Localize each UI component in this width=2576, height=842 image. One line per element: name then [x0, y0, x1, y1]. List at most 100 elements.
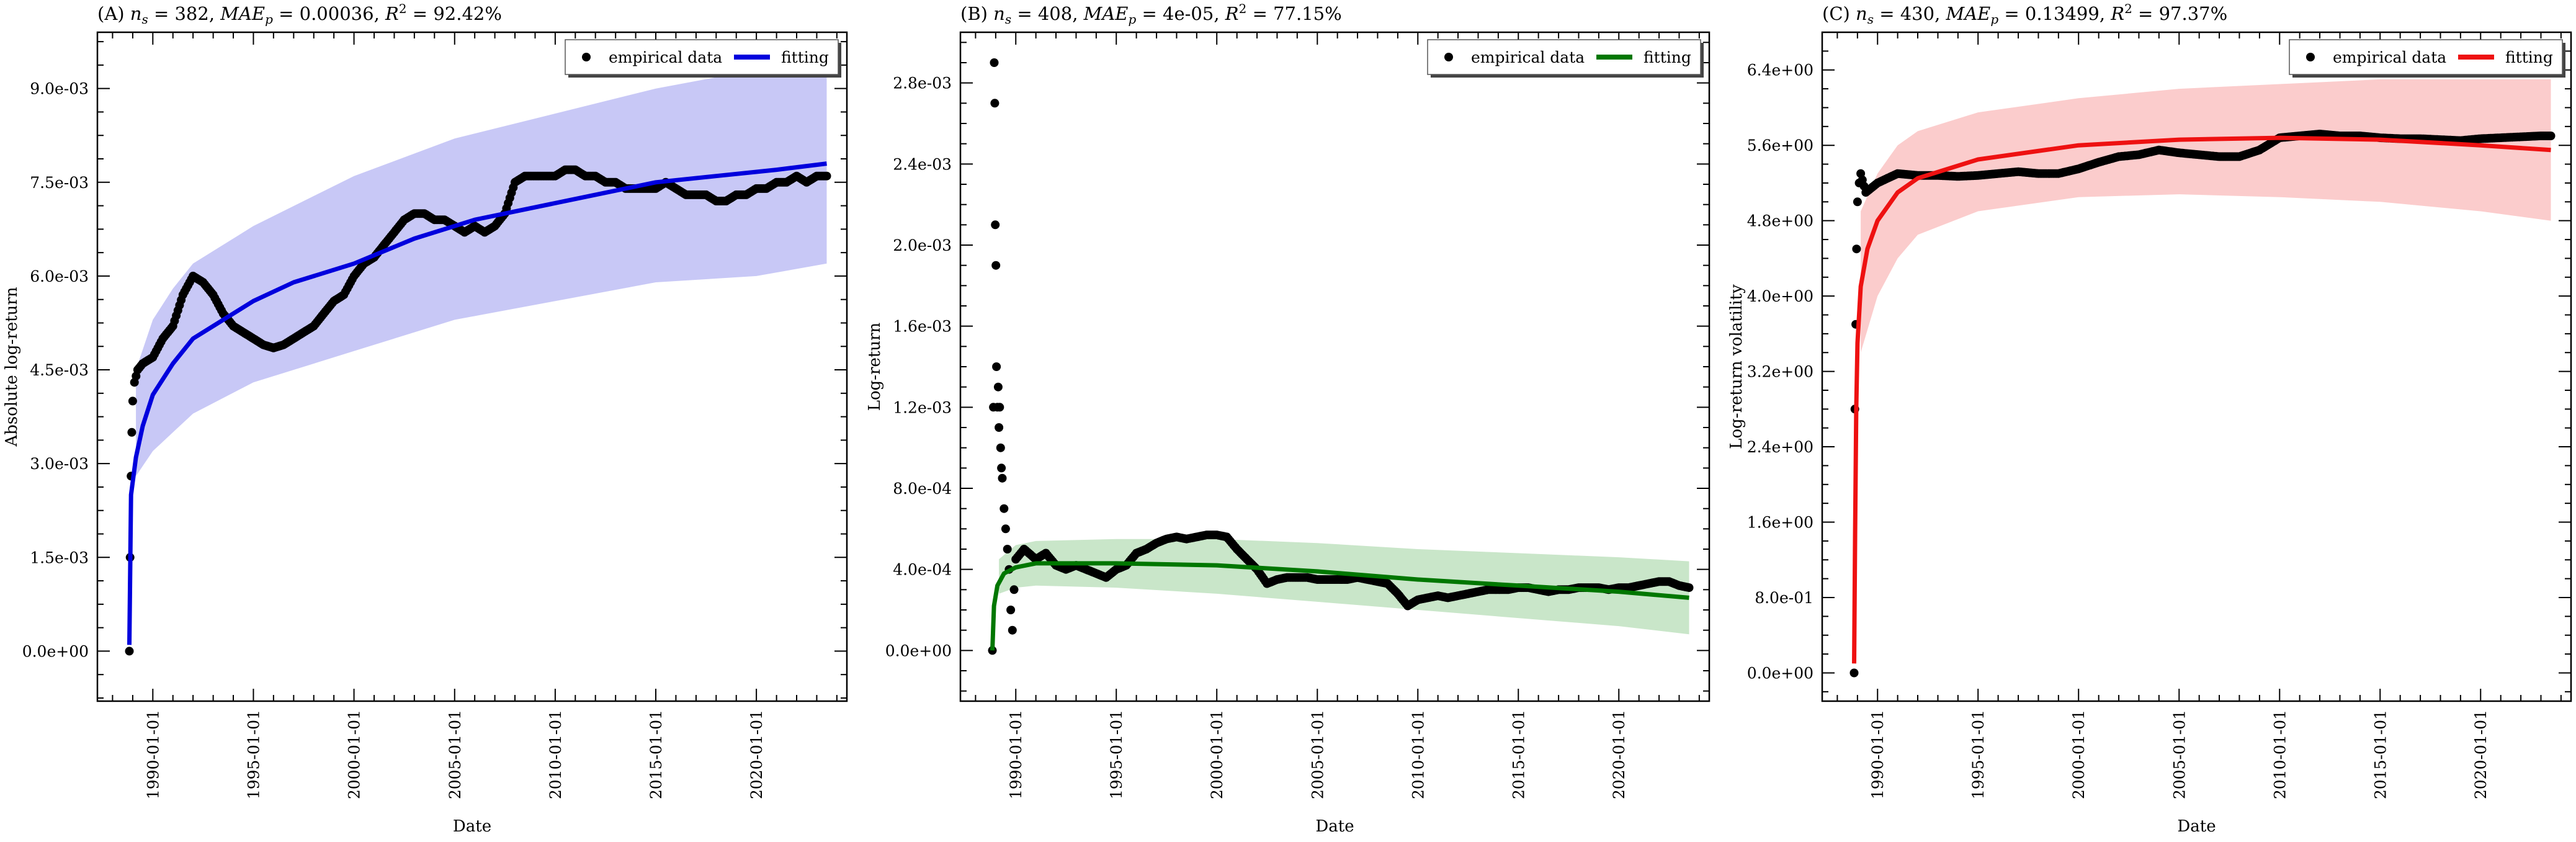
y-tick-label: 1.5e-03 [30, 549, 89, 567]
y-ticks [1822, 32, 2571, 692]
y-tick-label: 2.8e-03 [893, 74, 952, 92]
empirical-point [992, 362, 1001, 371]
legend: empirical data fitting [2289, 39, 2565, 78]
legend-marker-empirical [582, 53, 591, 61]
x-tick-label: 2020-01-01 [1610, 710, 1628, 799]
empirical-point [822, 171, 831, 181]
fit-line [990, 561, 1689, 651]
empirical-point [995, 423, 1004, 432]
x-tick-label: 1995-01-01 [1969, 710, 1987, 799]
y-ticks [97, 41, 847, 699]
fit-line [127, 161, 827, 645]
y-tick-label: 8.0e-01 [1755, 589, 1813, 607]
y-tick-label: 5.6e+00 [1747, 137, 1813, 155]
empirical-point [1001, 524, 1010, 534]
empirical-point [991, 220, 1000, 230]
fit-line [1852, 135, 2551, 664]
plot-frame [96, 31, 848, 702]
x-tick-label: 2005-01-01 [2170, 710, 2188, 799]
empirical-point [990, 99, 1000, 108]
x-tick-label: 2005-01-01 [1308, 710, 1326, 799]
legend-label-empirical: empirical data [1471, 48, 1585, 66]
empirical-point [990, 58, 999, 67]
legend-box [1427, 39, 1701, 75]
y-tick-label: 7.5e-03 [30, 174, 89, 192]
x-ticks [1836, 32, 2562, 701]
panel-a: 0.0e+00 1.5e-03 3.0e-03 4.5e-03 6.0e-03 7.5e-… [2, 1, 848, 836]
panel-title: (B) ns = 408, MAEp = 4e-05, R2 = 77.15% [960, 1, 1342, 27]
legend-label-empirical: empirical data [609, 48, 722, 66]
panel-title: (A) ns = 382, MAEp = 0.00036, R2 = 92.42… [97, 1, 502, 27]
x-tick-label: 2010-01-01 [1409, 710, 1427, 799]
y-tick-label: 2.4e-03 [893, 155, 952, 173]
empirical-point [128, 396, 137, 406]
x-tick-label: 1990-01-01 [1869, 710, 1887, 799]
empirical-point [2546, 132, 2556, 140]
y-tick-label: 6.4e+00 [1747, 61, 1813, 79]
x-tick-label: 2000-01-01 [2070, 710, 2088, 799]
x-axis-label: Date [2177, 817, 2216, 836]
y-axis-label: Log-return [865, 322, 884, 411]
empirical-point [998, 473, 1007, 483]
empirical-point [996, 443, 1005, 452]
x-ticks [975, 32, 1700, 701]
x-tick-label: 2010-01-01 [547, 710, 565, 799]
empirical-point [1009, 585, 1019, 594]
panel-title: (C) ns = 430, MAEp = 0.13499, R2 = 97.37… [1822, 1, 2227, 27]
y-tick-label: 4.5e-03 [30, 361, 89, 379]
y-tick-label: 4.8e+00 [1747, 212, 1813, 230]
x-tick-label: 2015-01-01 [2371, 710, 2389, 799]
x-tick-label: 2000-01-01 [1208, 710, 1226, 799]
x-tick-label: 2020-01-01 [2472, 710, 2490, 799]
legend-label-empirical: empirical data [2333, 48, 2446, 66]
x-tick-label: 2015-01-01 [647, 710, 665, 799]
y-tick-label: 6.0e-03 [30, 267, 89, 285]
empirical-point [1684, 583, 1694, 593]
y-tick-label: 1.6e+00 [1747, 514, 1813, 532]
empirical-point [1852, 244, 1861, 254]
y-axis-label: Log-return volatility [1727, 284, 1746, 449]
y-tick-label: 4.0e-04 [893, 561, 952, 579]
empirical-point [991, 261, 1001, 270]
legend-label-fit: fitting [1644, 48, 1691, 66]
y-tick-label: 4.0e+00 [1747, 287, 1813, 305]
y-tick-label: 8.0e-04 [893, 480, 952, 498]
x-tick-label: 1995-01-01 [1107, 710, 1125, 799]
empirical-point [1849, 668, 1859, 678]
x-ticks [112, 32, 838, 701]
empirical-point [997, 464, 1006, 473]
legend: empirical data fitting [1427, 39, 1704, 78]
confidence-band [136, 57, 827, 477]
x-axis-label: Date [1315, 817, 1354, 836]
x-tick-label: 1990-01-01 [144, 710, 162, 799]
panel-b: 0.0e+00 4.0e-04 8.0e-04 1.2e-03 1.6e-03 2.0e-… [865, 1, 1711, 836]
x-tick-label: 2015-01-01 [1509, 710, 1527, 799]
y-tick-label: 2.4e+00 [1747, 438, 1813, 456]
y-axis-label: Absolute log-return [2, 287, 21, 447]
empirical-point [1006, 606, 1016, 614]
y-tick-label: 1.2e-03 [893, 398, 952, 416]
empirical-point [993, 382, 1003, 392]
x-tick-label: 1995-01-01 [244, 710, 262, 799]
empirical-point [1000, 504, 1009, 513]
empirical-point [1008, 625, 1017, 635]
legend-box [2289, 39, 2563, 75]
x-tick-label: 2000-01-01 [346, 710, 364, 799]
empirical-point [125, 647, 134, 656]
y-tick-label: 0.0e+00 [1747, 664, 1813, 682]
legend-label-fit: fitting [2505, 48, 2553, 66]
legend-box [565, 39, 839, 75]
x-tick-label: 2010-01-01 [2271, 710, 2289, 799]
y-tick-label: 0.0e+00 [885, 642, 952, 660]
x-axis-label: Date [453, 817, 491, 836]
empirical-point [127, 428, 136, 437]
y-tick-label: 2.0e-03 [893, 236, 952, 254]
y-tick-label: 3.0e-03 [30, 455, 89, 473]
y-tick-label: 0.0e+00 [22, 642, 89, 660]
legend: empirical data fitting [565, 39, 841, 78]
y-tick-label: 3.2e+00 [1747, 363, 1813, 381]
legend-marker-empirical [1444, 53, 1453, 61]
y-tick-label: 1.6e-03 [893, 318, 952, 336]
empirical-point [1853, 197, 1862, 207]
